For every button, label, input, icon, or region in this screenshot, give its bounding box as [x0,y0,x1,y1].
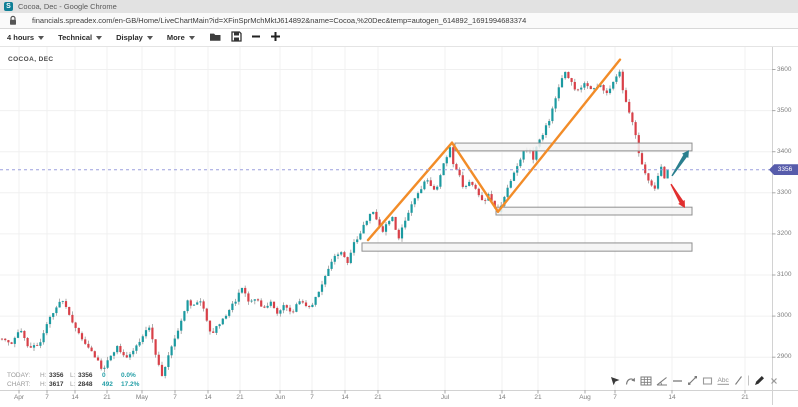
grid-icon[interactable] [640,374,652,387]
rectangle-icon[interactable] [702,374,713,387]
chevron-down-icon [146,35,153,40]
timeframe-menu[interactable]: 4 hours [7,33,45,42]
axis-borders [0,47,798,405]
divider [747,374,750,387]
down-arrow-annotation[interactable] [670,183,685,208]
chart-toolbar: 4 hours Technical Display More [0,29,798,47]
time-axis-label: 21 [374,394,382,401]
ohlc-legend: TODAY: H: 3356 L: 3356 0 0.0% CHART: H: 3617 L: 28… [7,371,147,389]
pencil-icon[interactable] [754,374,766,387]
price-axis-label: 3000 [777,312,792,320]
price-axis-label: 3300 [777,188,792,196]
chart-symbol-label: COCOA, DEC [8,56,54,63]
drawing-toolbar: Abc [610,374,778,387]
technical-menu[interactable]: Technical [58,33,103,42]
time-axis-label: 7 [310,394,314,401]
angle-icon[interactable] [656,374,668,387]
zoom-in-button[interactable] [270,29,281,43]
save-chart-button[interactable] [231,29,242,43]
zoom-out-button[interactable] [251,29,261,43]
legend-row-chart: CHART: H: 3617 L: 2848 492 17.2% [7,381,140,388]
price-axis-label: 2900 [777,353,792,361]
time-axis-label: 14 [498,394,506,401]
toolbar-icon-group [209,29,290,47]
time-axis-label: May [135,394,149,401]
time-axis-label: 21 [236,394,244,401]
price-axis-label: 3500 [777,106,792,114]
time-axis-label: Jul [440,394,450,401]
candles [0,69,669,379]
price-axis-label: 3400 [777,147,792,155]
trendline-icon[interactable] [687,374,698,387]
time-axis-label: 7 [45,394,49,401]
price-axis-label: 3600 [777,65,792,73]
cursor-icon[interactable] [610,374,621,387]
time-axis-label: 21 [103,394,111,401]
open-chart-button[interactable] [209,30,222,44]
svg-text:Abc: Abc [718,377,730,384]
time-axis-label: Aug [579,394,591,401]
time-axis-label: 14 [341,394,349,401]
chevron-down-icon [38,35,45,40]
time-axis-label: 14 [668,394,676,401]
time-axis-label: 14 [71,394,79,401]
padlock-icon [8,14,18,28]
time-axis-label: Apr [13,394,25,401]
resistance-zones[interactable] [361,142,693,252]
up-arrow-annotation[interactable] [671,150,689,177]
hline-icon[interactable] [672,374,683,387]
time-axis-label: 21 [534,394,542,401]
time-axis-label: Jun [274,394,286,401]
url-text[interactable]: financials.spreadex.com/en-GB/Home/LiveC… [32,16,527,25]
gridlines [0,47,772,390]
time-axis-label: 14 [204,394,212,401]
text-icon[interactable]: Abc [717,374,730,387]
price-axis-label: 3100 [777,271,792,278]
redo-arrow-icon[interactable] [625,374,636,387]
chevron-down-icon [96,35,103,40]
display-menu[interactable]: Display [116,33,153,42]
legend-row-today: TODAY: H: 3356 L: 3356 0 0.0% [7,372,136,379]
time-axis-label: 21 [741,394,749,401]
window-titlebar: S Cocoa, Dec - Google Chrome [0,0,798,13]
price-axis-label: 3200 [777,229,792,237]
current-price-badge: 3356 [769,164,798,176]
chevron-down-icon [188,35,195,40]
time-axis-label: 7 [613,394,617,401]
spreadex-favicon: S [4,2,13,11]
time-axis-label: 7 [173,394,177,401]
more-menu[interactable]: More [167,33,195,42]
slash-icon[interactable] [734,374,743,387]
close-icon[interactable] [770,374,778,387]
window-title: Cocoa, Dec - Google Chrome [18,2,117,11]
trend-lines[interactable] [366,58,622,242]
address-bar[interactable]: financials.spreadex.com/en-GB/Home/LiveC… [0,13,798,29]
